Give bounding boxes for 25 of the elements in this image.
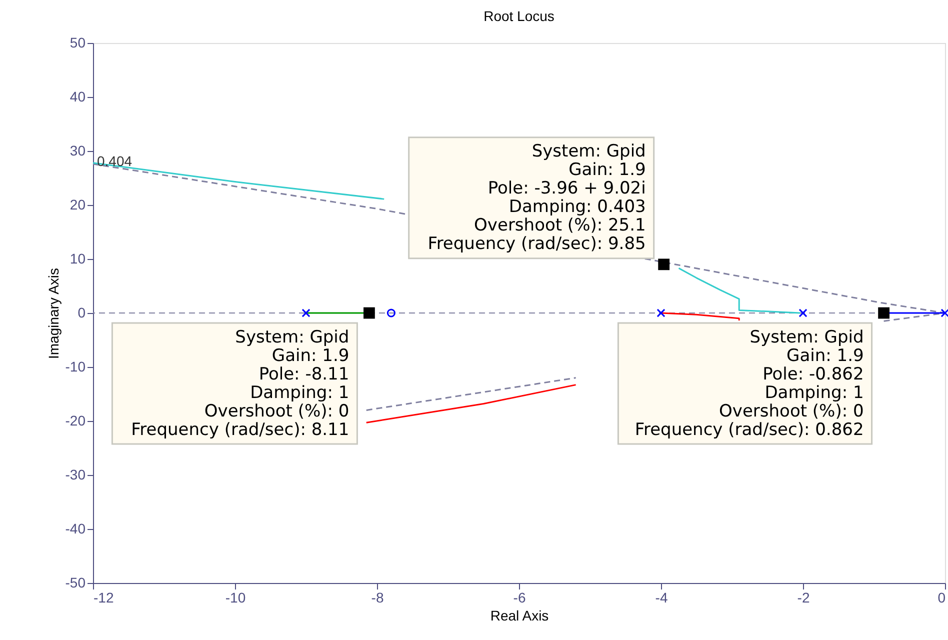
annotation: 0.404 (97, 152, 132, 169)
y-tick-label: -20 (65, 412, 86, 428)
y-tick-label: 40 (70, 88, 86, 104)
y-tick-label: -50 (65, 574, 86, 590)
x-tick-label: -8 (371, 590, 384, 606)
annotation: System: Gpid Gain: 1.9 Pole: -8.11 Damping: 1 Overshoot (%): 0 Frequency (rad/sec): 8.11 (131, 327, 350, 440)
y-tick-label: 20 (70, 196, 86, 212)
y-tick-label: -30 (65, 466, 86, 482)
y-axis-title: Imaginary Axis (45, 268, 62, 360)
y-tick-label: 0 (78, 304, 86, 320)
y-tick-label: 10 (70, 250, 86, 266)
x-tick-label: 0 (938, 590, 946, 606)
y-tick-label: 50 (70, 34, 86, 50)
y-tick-label: -10 (65, 358, 86, 374)
annotation: System: Gpid Gain: 1.9 Pole: -3.96 + 9.02i Damping: 0.403 Overshoot (%): 25.1 Frequency (rad/sec): 9.85 (428, 142, 646, 254)
y-tick-label: 30 (70, 142, 86, 158)
x-tick-label: -12 (94, 590, 114, 606)
x-tick-label: -4 (655, 590, 668, 606)
x-axis-title: Real Axis (490, 608, 549, 624)
x-tick-label: -6 (513, 590, 526, 606)
x-tick-label: -2 (797, 590, 810, 606)
annotation: System: Gpid Gain: 1.9 Pole: -0.862 Damping: 1 Overshoot (%): 0 Frequency (rad/sec): 0.862 (634, 327, 864, 440)
y-tick-label: -40 (65, 520, 86, 536)
chart-title: Root Locus (484, 8, 554, 24)
x-tick-label: -10 (225, 590, 246, 606)
